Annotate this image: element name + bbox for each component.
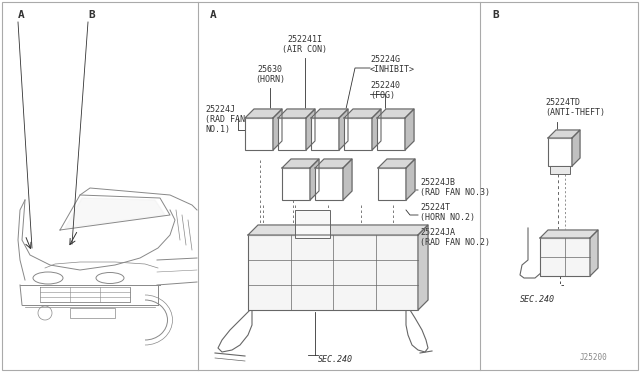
- Polygon shape: [378, 159, 415, 168]
- Polygon shape: [65, 198, 165, 228]
- Bar: [315, 168, 343, 200]
- Polygon shape: [418, 225, 428, 310]
- Text: B: B: [492, 10, 499, 20]
- Text: <INHIBIT>: <INHIBIT>: [370, 65, 415, 74]
- Bar: [278, 118, 306, 150]
- Text: 25224TD: 25224TD: [545, 98, 580, 107]
- Bar: [548, 138, 572, 166]
- Bar: [245, 118, 273, 150]
- Bar: [70, 308, 115, 318]
- Text: 25630: 25630: [257, 65, 282, 74]
- Polygon shape: [377, 109, 414, 118]
- Polygon shape: [339, 109, 348, 150]
- Text: (RAD FAN NO.3): (RAD FAN NO.3): [420, 188, 490, 197]
- Bar: [377, 118, 405, 150]
- Polygon shape: [245, 109, 282, 118]
- Bar: [282, 168, 310, 200]
- Polygon shape: [315, 159, 352, 168]
- Text: 25224T: 25224T: [420, 203, 450, 212]
- Polygon shape: [540, 230, 598, 238]
- Text: (ANTI-THEFT): (ANTI-THEFT): [545, 108, 605, 117]
- Text: (FOG): (FOG): [370, 91, 395, 100]
- Bar: [344, 118, 372, 150]
- Polygon shape: [548, 130, 580, 138]
- Text: (HORN NO.2): (HORN NO.2): [420, 213, 475, 222]
- Text: (AIR CON): (AIR CON): [282, 45, 328, 54]
- Polygon shape: [248, 225, 428, 235]
- Polygon shape: [344, 109, 381, 118]
- Polygon shape: [282, 159, 319, 168]
- Polygon shape: [405, 109, 414, 150]
- Polygon shape: [306, 109, 315, 150]
- Text: J25200: J25200: [580, 353, 608, 362]
- Bar: [540, 238, 590, 276]
- Text: A: A: [18, 10, 25, 20]
- Text: 25224JA: 25224JA: [420, 228, 455, 237]
- Ellipse shape: [96, 273, 124, 283]
- Text: (RAD FAN NO.2): (RAD FAN NO.2): [420, 238, 490, 247]
- Polygon shape: [590, 230, 598, 276]
- Polygon shape: [406, 159, 415, 200]
- Text: 25224J: 25224J: [205, 105, 235, 114]
- Polygon shape: [343, 159, 352, 200]
- Text: (RAD FAN: (RAD FAN: [205, 115, 245, 124]
- Polygon shape: [372, 109, 381, 150]
- Text: (HORN): (HORN): [255, 75, 285, 84]
- Text: 252240: 252240: [370, 81, 400, 90]
- Bar: [295, 210, 330, 238]
- Bar: [550, 166, 570, 174]
- Text: SEC.240: SEC.240: [520, 295, 555, 304]
- Polygon shape: [273, 109, 282, 150]
- Text: SEC.240: SEC.240: [318, 355, 353, 364]
- Text: 25224JB: 25224JB: [420, 178, 455, 187]
- Ellipse shape: [33, 272, 63, 284]
- Text: NO.1): NO.1): [205, 125, 230, 134]
- Text: 252241I: 252241I: [287, 35, 323, 44]
- Bar: [378, 168, 406, 200]
- Text: 25224G: 25224G: [370, 55, 400, 64]
- Polygon shape: [278, 109, 315, 118]
- Text: A: A: [210, 10, 217, 20]
- Bar: [248, 235, 418, 310]
- Bar: [311, 118, 339, 150]
- Text: B: B: [88, 10, 95, 20]
- Polygon shape: [311, 109, 348, 118]
- Circle shape: [38, 306, 52, 320]
- Polygon shape: [310, 159, 319, 200]
- Polygon shape: [572, 130, 580, 166]
